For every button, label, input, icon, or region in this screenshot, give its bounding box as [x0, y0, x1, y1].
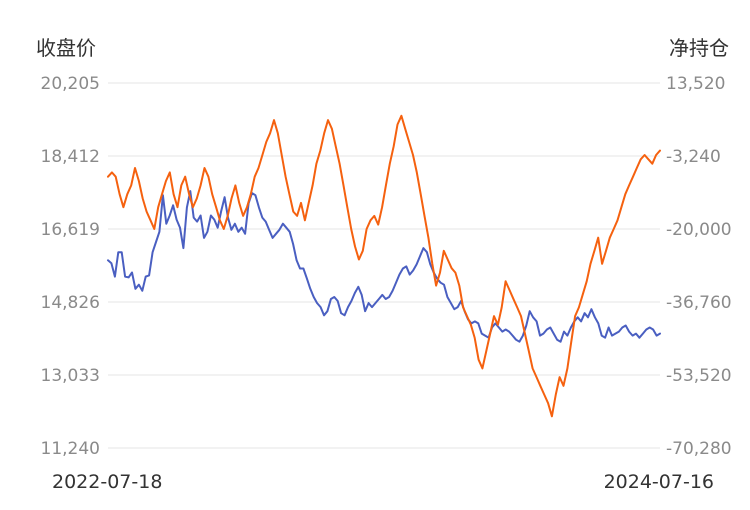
left-tick-label: 11,240 — [41, 439, 100, 459]
axis-labels: 收盘价 净持仓 2022-07-18 2024-07-16 20,205 13,5… — [36, 36, 732, 493]
left-tick-label: 13,033 — [41, 366, 100, 386]
right-tick-label: -36,760 — [666, 293, 732, 313]
right-axis-title: 净持仓 — [669, 36, 729, 60]
x-end-label: 2024-07-16 — [604, 471, 714, 493]
net-position-line — [107, 114, 661, 418]
left-tick-label: 18,412 — [41, 147, 100, 167]
left-tick-label: 16,619 — [41, 220, 100, 240]
right-tick-label: -53,520 — [666, 366, 732, 386]
left-tick-label: 20,205 — [41, 74, 100, 94]
close-price-line — [107, 190, 661, 343]
left-tick-label: 14,826 — [41, 293, 100, 313]
right-tick-label: -20,000 — [666, 220, 732, 240]
gridlines — [108, 82, 660, 449]
x-start-label: 2022-07-18 — [52, 471, 162, 493]
right-tick-label: -3,240 — [666, 147, 721, 167]
left-axis-title: 收盘价 — [36, 36, 96, 60]
series-lines — [107, 114, 661, 418]
right-tick-label: -70,280 — [666, 439, 732, 459]
right-tick-label: 13,520 — [666, 74, 725, 94]
